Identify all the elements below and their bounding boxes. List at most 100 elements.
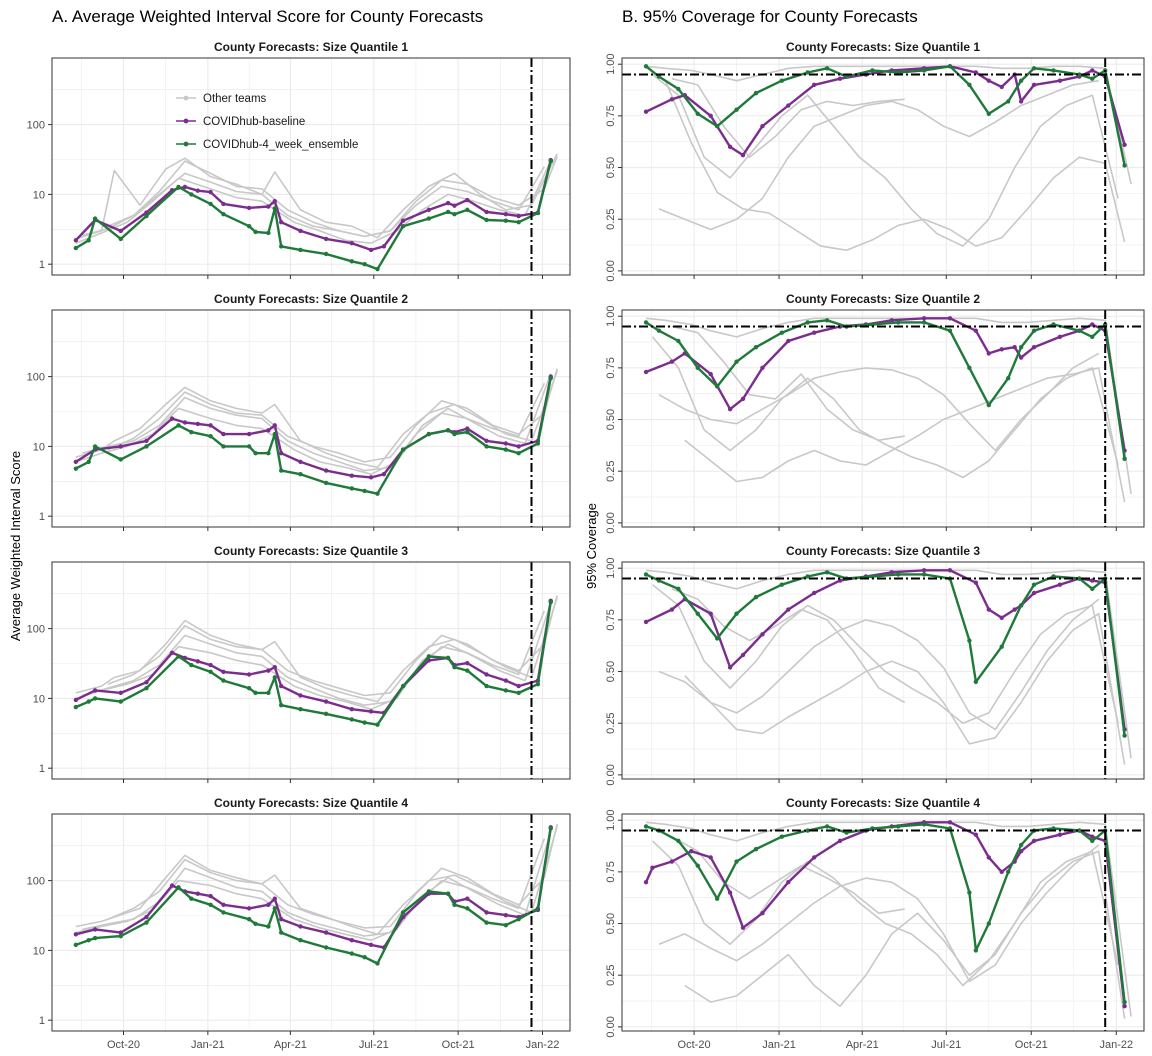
facet-title: County Forecasts: Size Quantile 2: [214, 292, 408, 306]
x-tick-label: Apr-21: [274, 1039, 307, 1051]
point-baseline: [272, 664, 277, 670]
point-baseline: [786, 607, 791, 612]
point-ensemble: [1051, 68, 1056, 73]
point-ensemble: [400, 224, 406, 229]
point-ensemble: [1005, 99, 1011, 104]
point-ensemble: [824, 824, 830, 829]
point-baseline: [811, 82, 817, 88]
point-ensemble: [779, 582, 785, 587]
facet-title: County Forecasts: Size Quantile 1: [786, 40, 980, 54]
point-ensemble: [503, 218, 509, 223]
point-ensemble: [753, 345, 759, 350]
point-ensemble: [426, 431, 432, 437]
x-tick-label: Oct-20: [678, 1039, 711, 1051]
x-tick-label: Oct-21: [442, 1039, 475, 1051]
point-ensemble: [824, 66, 830, 71]
point-baseline: [643, 880, 649, 885]
point-baseline: [465, 197, 470, 203]
point-ensemble: [86, 937, 91, 943]
point-baseline: [650, 865, 655, 870]
point-baseline: [246, 431, 252, 437]
facet-b-2: County Forecasts: Size Quantile 2 0.00 0.2…: [605, 292, 1145, 534]
point-baseline: [1031, 838, 1037, 844]
point-baseline: [786, 880, 791, 885]
point-ensemble: [753, 846, 759, 852]
point-baseline: [708, 371, 713, 377]
point-baseline: [727, 890, 733, 895]
point-baseline: [689, 849, 694, 854]
point-ensemble: [298, 471, 303, 477]
point-ensemble: [921, 822, 927, 827]
point-baseline: [811, 330, 817, 335]
point-baseline: [1057, 832, 1063, 837]
point-baseline: [279, 916, 284, 922]
point-baseline: [195, 891, 200, 896]
panel-border: [621, 309, 1145, 528]
point-ensemble: [266, 450, 271, 456]
y-tick-label: 0.25: [605, 208, 617, 229]
point-ensemble: [465, 429, 470, 435]
panel-border: [621, 561, 1145, 780]
point-ensemble: [676, 586, 681, 592]
point-baseline: [169, 650, 175, 656]
point-baseline: [266, 428, 271, 433]
series-layer: [643, 820, 1132, 1019]
point-baseline: [727, 407, 733, 412]
point-ensemble: [400, 683, 406, 689]
point-ensemble: [986, 402, 991, 408]
series-line-other-team: [107, 823, 558, 929]
y-tick-label: 100: [27, 624, 45, 636]
point-ensemble: [144, 920, 149, 925]
point-ensemble: [676, 338, 681, 344]
point-ensemble: [548, 158, 553, 164]
series-line-other-team: [652, 73, 1119, 247]
point-baseline: [921, 316, 927, 321]
point-ensemble: [118, 933, 123, 939]
point-ensemble: [535, 441, 541, 446]
point-ensemble: [1122, 999, 1127, 1005]
point-ensemble: [92, 216, 98, 221]
point-ensemble: [400, 910, 406, 915]
point-ensemble: [323, 251, 329, 257]
point-ensemble: [208, 433, 213, 439]
legend-key-point-baseline: [183, 118, 189, 124]
point-baseline: [1031, 345, 1037, 350]
point-ensemble: [86, 238, 91, 243]
point-baseline: [246, 205, 252, 211]
point-baseline: [786, 338, 791, 344]
point-ensemble: [221, 212, 226, 217]
y-tick-label: 0.00: [605, 512, 617, 533]
point-baseline: [73, 459, 79, 465]
facet-b-1: County Forecasts: Size Quantile 1 0.00 0.2…: [605, 40, 1145, 282]
point-ensemble: [426, 654, 432, 659]
point-ensemble: [779, 834, 785, 839]
point-baseline: [298, 693, 303, 698]
point-baseline: [1122, 1004, 1127, 1009]
point-ensemble: [246, 916, 252, 922]
point-ensemble: [947, 64, 953, 69]
point-ensemble: [676, 838, 681, 844]
x-tick-label: Jan-22: [526, 1039, 560, 1051]
point-ensemble: [253, 229, 258, 235]
y-tick-label: 0.75: [605, 861, 617, 882]
point-baseline: [323, 699, 329, 704]
series-line-ensemble: [645, 823, 1126, 1003]
point-ensemble: [535, 681, 541, 687]
point-ensemble: [967, 82, 972, 88]
y-tick-label: 10: [33, 945, 45, 957]
point-ensemble: [73, 942, 79, 948]
point-ensemble: [144, 444, 149, 449]
point-ensemble: [349, 951, 354, 956]
point-ensemble: [824, 318, 830, 323]
point-ensemble: [503, 447, 509, 452]
point-baseline: [144, 680, 149, 685]
point-baseline: [73, 238, 79, 243]
point-baseline: [1031, 590, 1037, 596]
point-ensemble: [516, 690, 521, 696]
point-baseline: [921, 568, 927, 573]
point-baseline: [465, 660, 470, 666]
point-ensemble: [734, 359, 739, 364]
x-tick-label: Oct-21: [1015, 1039, 1048, 1051]
panel-border: [51, 561, 571, 780]
point-ensemble: [1018, 78, 1024, 83]
